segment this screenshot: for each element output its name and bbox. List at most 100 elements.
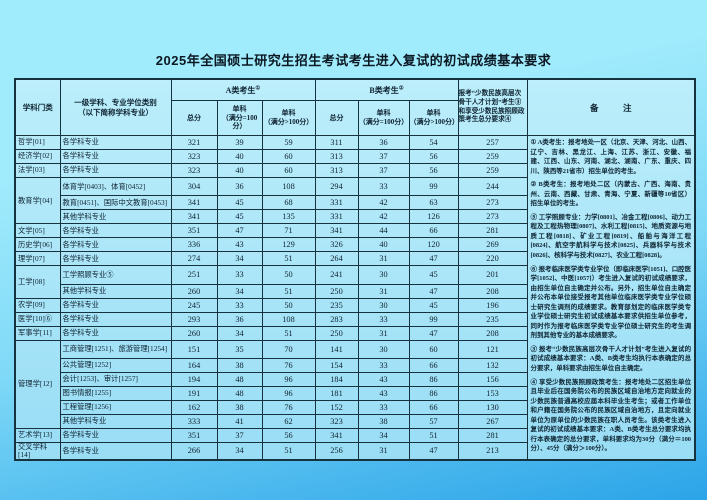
header-subject-category: 学科门类 xyxy=(14,78,61,136)
score-cell: 208 xyxy=(457,325,528,341)
table-row: 历史学[06] 各学科专业 336 43 129 326 40 120 269 xyxy=(14,237,695,253)
score-cell: 251 xyxy=(170,265,218,285)
score-cell: 60 xyxy=(261,149,316,164)
score-cell: 45 xyxy=(408,265,459,285)
table-row: 法学[03] 各学科专业 323 40 60 313 37 56 259 xyxy=(14,163,695,178)
discipline-cell: 各学科专业 xyxy=(59,163,172,178)
table-row: 农学[09] 各学科专业 245 33 50 235 30 45 196 xyxy=(14,297,695,313)
score-cell: 194 xyxy=(170,371,218,387)
category-cell: 经济学[02] xyxy=(14,149,61,164)
header-group-a: A类考生① xyxy=(170,78,316,101)
discipline-cell: 教育[0451]、国际中文教育[0453] xyxy=(59,195,172,211)
score-cell: 38 xyxy=(357,413,410,429)
score-cell: 86 xyxy=(408,385,459,401)
score-cell: 108 xyxy=(261,176,316,197)
table-row: 教育学[04] 体育学[0403]、体育[0452] 304 36 108 294 33 99… xyxy=(14,176,695,225)
score-cell: 250 xyxy=(314,283,359,299)
score-cell: 99 xyxy=(408,176,459,197)
discipline-cell: 其他学科专业 xyxy=(59,209,172,225)
table-row: 文学[05] 各学科专业 351 47 71 341 44 66 281 xyxy=(14,223,695,239)
category-cell: 历史学[06] xyxy=(14,237,61,253)
remark-paragraph: ④ 享受少数民族照顾政策考生：报考地处二区招生单位且毕业后在国务院公布的民族区域… xyxy=(530,378,692,453)
score-table-body: 哲学[01] 各学科专业 321 39 59 311 36 54 257 ① A类考生：报考地处一… xyxy=(14,134,696,461)
discipline-cell: 各学科专业 xyxy=(59,135,172,150)
score-cell: 42 xyxy=(357,195,410,211)
table-row: 哲学[01] 各学科专业 321 39 59 311 36 54 257 ① A类考生：报考地处一… xyxy=(14,134,696,461)
score-cell: 56 xyxy=(408,163,459,178)
score-cell: 50 xyxy=(261,297,316,313)
discipline-cell: 各学科专业 xyxy=(59,427,172,443)
header-a-single-gt100: 单科 （满分>100分） xyxy=(261,100,316,136)
table-row: 交叉学科[14] 各学科专业 266 34 51 256 31 47 213 xyxy=(14,441,695,461)
score-cell: 47 xyxy=(408,283,459,299)
score-cell: 220 xyxy=(457,251,528,267)
category-cell: 理学[07] xyxy=(14,251,61,267)
discipline-cell: 各学科专业 xyxy=(59,223,172,239)
score-cell: 43 xyxy=(357,371,410,387)
header-b-single-100: 单科 （满分=100分） xyxy=(357,100,410,136)
header-group-b-sup: ② xyxy=(398,84,404,91)
score-cell: 341 xyxy=(170,195,218,211)
remark-paragraph: ⑥ 报考临床医学类专业学位（即临床医学[1051]、口腔医学[1052]、中医[… xyxy=(530,265,692,340)
score-cell: 34 xyxy=(216,283,263,299)
score-cell: 38 xyxy=(216,399,263,415)
category-cell: 艺术学[13] xyxy=(14,427,61,443)
discipline-cell: 各学科专业 xyxy=(59,297,172,313)
score-cell: 283 xyxy=(314,311,359,327)
category-cell: 军事学[11] xyxy=(14,325,61,341)
score-cell: 35 xyxy=(216,339,263,359)
score-cell: 31 xyxy=(357,283,410,299)
score-cell: 39 xyxy=(216,135,263,150)
remark-paragraph: ② B类考生：报考地处二区（内蒙古、广西、海南、贵州、云南、西藏、甘肃、青海、宁… xyxy=(530,181,692,208)
score-cell: 76 xyxy=(261,357,316,373)
score-cell: 31 xyxy=(357,325,410,341)
score-cell: 323 xyxy=(170,163,218,178)
score-cell: 256 xyxy=(314,441,359,461)
table-row: 公共管理[1252] 164 38 76 154 33 66 132 xyxy=(15,357,695,373)
score-cell: 34 xyxy=(216,325,263,341)
score-cell: 56 xyxy=(261,427,316,443)
score-cell: 70 xyxy=(261,339,316,359)
category-cell: 哲学[01] xyxy=(14,135,61,150)
score-cell: 37 xyxy=(357,149,410,164)
score-cell: 126 xyxy=(408,209,459,225)
score-cell: 60 xyxy=(261,163,316,178)
remark-paragraph: ③ 报考“少数民族高层次骨干人才计划”考生进入复试的初试成绩基本要求：A类、B类… xyxy=(530,345,692,373)
table-row: 工程管理[1256] 162 38 76 152 33 66 130 xyxy=(15,399,695,415)
category-cell: 教育学[04] xyxy=(14,176,61,225)
score-cell: 244 xyxy=(457,176,528,197)
score-cell: 121 xyxy=(457,339,528,359)
score-cell: 135 xyxy=(261,209,316,225)
table-row: 医学[10]⑥ 各学科专业 293 36 108 283 33 99 235 xyxy=(14,311,695,327)
header-a-single-100: 单科 （满分=100分） xyxy=(216,100,263,136)
score-cell: 37 xyxy=(216,427,263,443)
score-cell: 71 xyxy=(261,223,316,239)
score-cell: 266 xyxy=(170,441,218,461)
score-cell: 120 xyxy=(408,237,459,253)
score-cell: 44 xyxy=(357,223,410,239)
score-cell: 130 xyxy=(457,399,528,415)
discipline-cell: 工商管理[1251]、旅游管理[1254] xyxy=(59,339,172,359)
score-cell: 47 xyxy=(408,251,459,267)
score-cell: 141 xyxy=(314,339,359,359)
score-cell: 37 xyxy=(357,163,410,178)
score-cell: 351 xyxy=(170,223,218,239)
score-cell: 281 xyxy=(457,223,528,239)
score-cell: 201 xyxy=(457,265,528,285)
table-row: 会计[1253]、审计[1257] 194 48 96 184 43 86 156 xyxy=(15,371,695,387)
table-row: 其他学科专业 260 34 51 250 31 47 208 xyxy=(15,283,695,299)
discipline-cell: 其他学科专业 xyxy=(59,283,172,299)
score-cell: 245 xyxy=(170,297,218,313)
header-b-total: 总分 xyxy=(314,100,359,136)
score-cell: 241 xyxy=(314,265,359,285)
score-cell: 36 xyxy=(357,135,410,150)
table-row: 管理学[12] 工商管理[1251]、旅游管理[1254] 151 35 70 141 30… xyxy=(14,339,695,429)
discipline-cell: 各学科专业 xyxy=(59,237,172,253)
score-cell: 34 xyxy=(216,251,263,267)
score-cell: 132 xyxy=(457,357,528,373)
remark-paragraph: ① A类考生：报考地处一区（北京、天津、河北、山西、辽宁、吉林、黑龙江、上海、江… xyxy=(530,139,692,175)
score-cell: 321 xyxy=(170,135,218,150)
score-cell: 59 xyxy=(261,135,316,150)
header-group-a-sup: ① xyxy=(255,84,261,91)
